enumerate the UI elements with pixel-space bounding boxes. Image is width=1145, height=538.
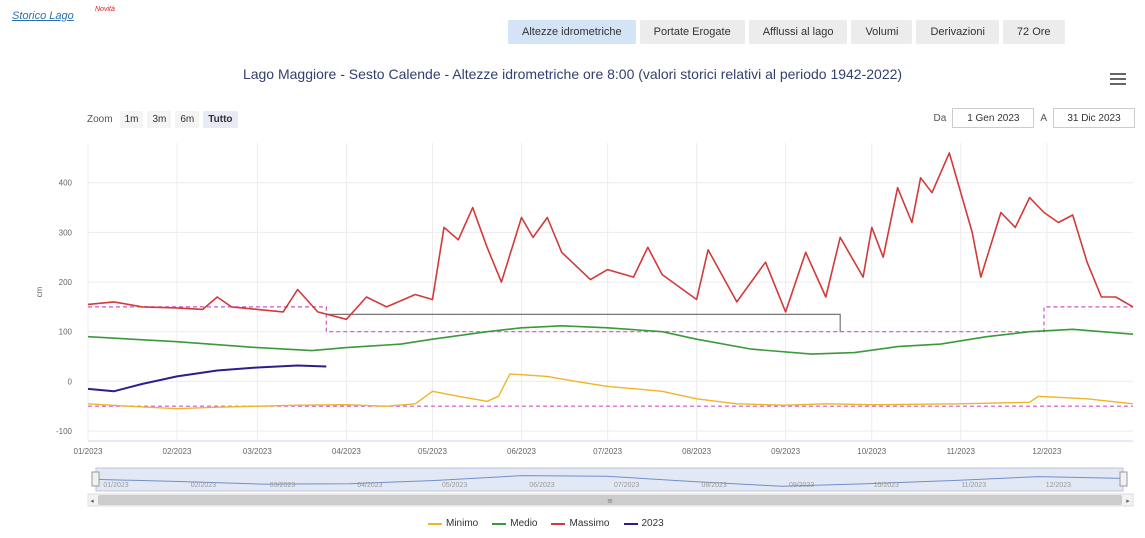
x-tick-label: 07/2023 bbox=[593, 447, 622, 456]
from-date-input[interactable] bbox=[952, 108, 1035, 128]
novita-badge: Novità bbox=[95, 6, 115, 13]
y-axis-label: cm bbox=[35, 286, 44, 297]
tab-72-ore[interactable]: 72 Ore bbox=[1002, 20, 1065, 44]
navigator-tick-label: 02/2023 bbox=[191, 482, 216, 489]
navigator-tick-label: 07/2023 bbox=[614, 482, 639, 489]
storico-lago-link[interactable]: Storico Lago bbox=[12, 10, 74, 22]
navigator-tick-label: 06/2023 bbox=[529, 482, 554, 489]
zoom-controls: Zoom 1m 3m 6m Tutto bbox=[87, 111, 238, 128]
navigator-tick-label: 08/2023 bbox=[701, 482, 726, 489]
x-tick-label: 12/2023 bbox=[1032, 447, 1061, 456]
reference-step-line bbox=[326, 313, 841, 332]
zoom-6m-button[interactable]: 6m bbox=[175, 111, 200, 128]
navigator-tick-label: 03/2023 bbox=[270, 482, 295, 489]
x-tick-label: 06/2023 bbox=[507, 447, 536, 456]
legend-2023[interactable]: 2023 bbox=[623, 518, 664, 529]
x-tick-label: 05/2023 bbox=[418, 447, 447, 456]
x-tick-label: 04/2023 bbox=[332, 447, 361, 456]
scrollbar-grip-icon: ≡ bbox=[607, 497, 613, 505]
series-2023-line bbox=[87, 364, 327, 393]
navigator-tick-label: 12/2023 bbox=[1046, 482, 1071, 489]
tab-afflussi-al-lago[interactable]: Afflussi al lago bbox=[748, 20, 848, 44]
chart-legend: Minimo Medio Massimo 2023 bbox=[428, 518, 664, 529]
tab-derivazioni[interactable]: Derivazioni bbox=[916, 20, 999, 44]
tab-altezze-idrometriche[interactable]: Altezze idrometriche bbox=[508, 20, 636, 44]
navigator-tick-label: 05/2023 bbox=[442, 482, 467, 489]
to-label: A bbox=[1040, 112, 1047, 124]
legend-2023-label: 2023 bbox=[641, 518, 664, 529]
navigator-tick-label: 11/2023 bbox=[961, 482, 986, 489]
navigator-tick-label: 09/2023 bbox=[789, 482, 814, 489]
tab-portate-erogate[interactable]: Portate Erogate bbox=[639, 20, 745, 44]
x-tick-label: 08/2023 bbox=[682, 447, 711, 456]
series-medio-line bbox=[87, 325, 1134, 355]
tab-volumi[interactable]: Volumi bbox=[851, 20, 913, 44]
legend-massimo-label: Massimo bbox=[569, 518, 610, 529]
x-tick-label: 02/2023 bbox=[163, 447, 192, 456]
y-tick-label: 400 bbox=[59, 179, 73, 188]
x-tick-label: 01/2023 bbox=[74, 447, 103, 456]
x-tick-label: 10/2023 bbox=[857, 447, 886, 456]
zoom-label: Zoom bbox=[87, 114, 113, 125]
scroll-left-arrow-icon[interactable]: ◂ bbox=[90, 497, 94, 505]
x-tick-label: 09/2023 bbox=[771, 447, 800, 456]
hamburger-menu-icon[interactable] bbox=[1110, 73, 1126, 87]
zoom-3m-button[interactable]: 3m bbox=[147, 111, 172, 128]
navigator-left-handle[interactable] bbox=[91, 471, 100, 487]
chart-title: Lago Maggiore - Sesto Calende - Altezze … bbox=[242, 66, 903, 82]
y-tick-label: 100 bbox=[59, 328, 73, 337]
navigator-tick-label: 04/2023 bbox=[357, 482, 382, 489]
y-tick-label: -100 bbox=[56, 427, 73, 436]
tab-bar: Altezze idrometriche Portate Erogate Aff… bbox=[508, 20, 1065, 44]
navigator-tick-label: 01/2023 bbox=[103, 482, 128, 489]
zoom-tutto-button[interactable]: Tutto bbox=[203, 111, 238, 128]
x-tick-label: 03/2023 bbox=[243, 447, 272, 456]
legend-massimo[interactable]: Massimo bbox=[551, 518, 610, 529]
navigator-series-line bbox=[95, 475, 1124, 487]
y-tick-label: 0 bbox=[68, 377, 73, 386]
series-massimo-line bbox=[87, 152, 1134, 321]
navigator-tick-label: 10/2023 bbox=[874, 482, 899, 489]
to-date-input[interactable] bbox=[1053, 108, 1135, 128]
series-minimo-line bbox=[87, 373, 1134, 410]
legend-medio[interactable]: Medio bbox=[492, 518, 537, 529]
date-range: Da A bbox=[934, 108, 1135, 128]
legend-minimo-label: Minimo bbox=[446, 518, 479, 529]
legend-minimo[interactable]: Minimo bbox=[428, 518, 478, 529]
from-label: Da bbox=[933, 112, 947, 124]
zoom-1m-button[interactable]: 1m bbox=[119, 111, 144, 128]
scroll-right-arrow-icon[interactable]: ▸ bbox=[1126, 497, 1130, 505]
y-tick-label: 300 bbox=[59, 228, 73, 237]
navigator-right-handle[interactable] bbox=[1119, 471, 1128, 487]
x-tick-label: 11/2023 bbox=[947, 447, 976, 456]
legend-medio-label: Medio bbox=[510, 518, 538, 529]
y-tick-label: 200 bbox=[59, 278, 73, 287]
scrollbar-thumb[interactable] bbox=[98, 495, 1122, 505]
